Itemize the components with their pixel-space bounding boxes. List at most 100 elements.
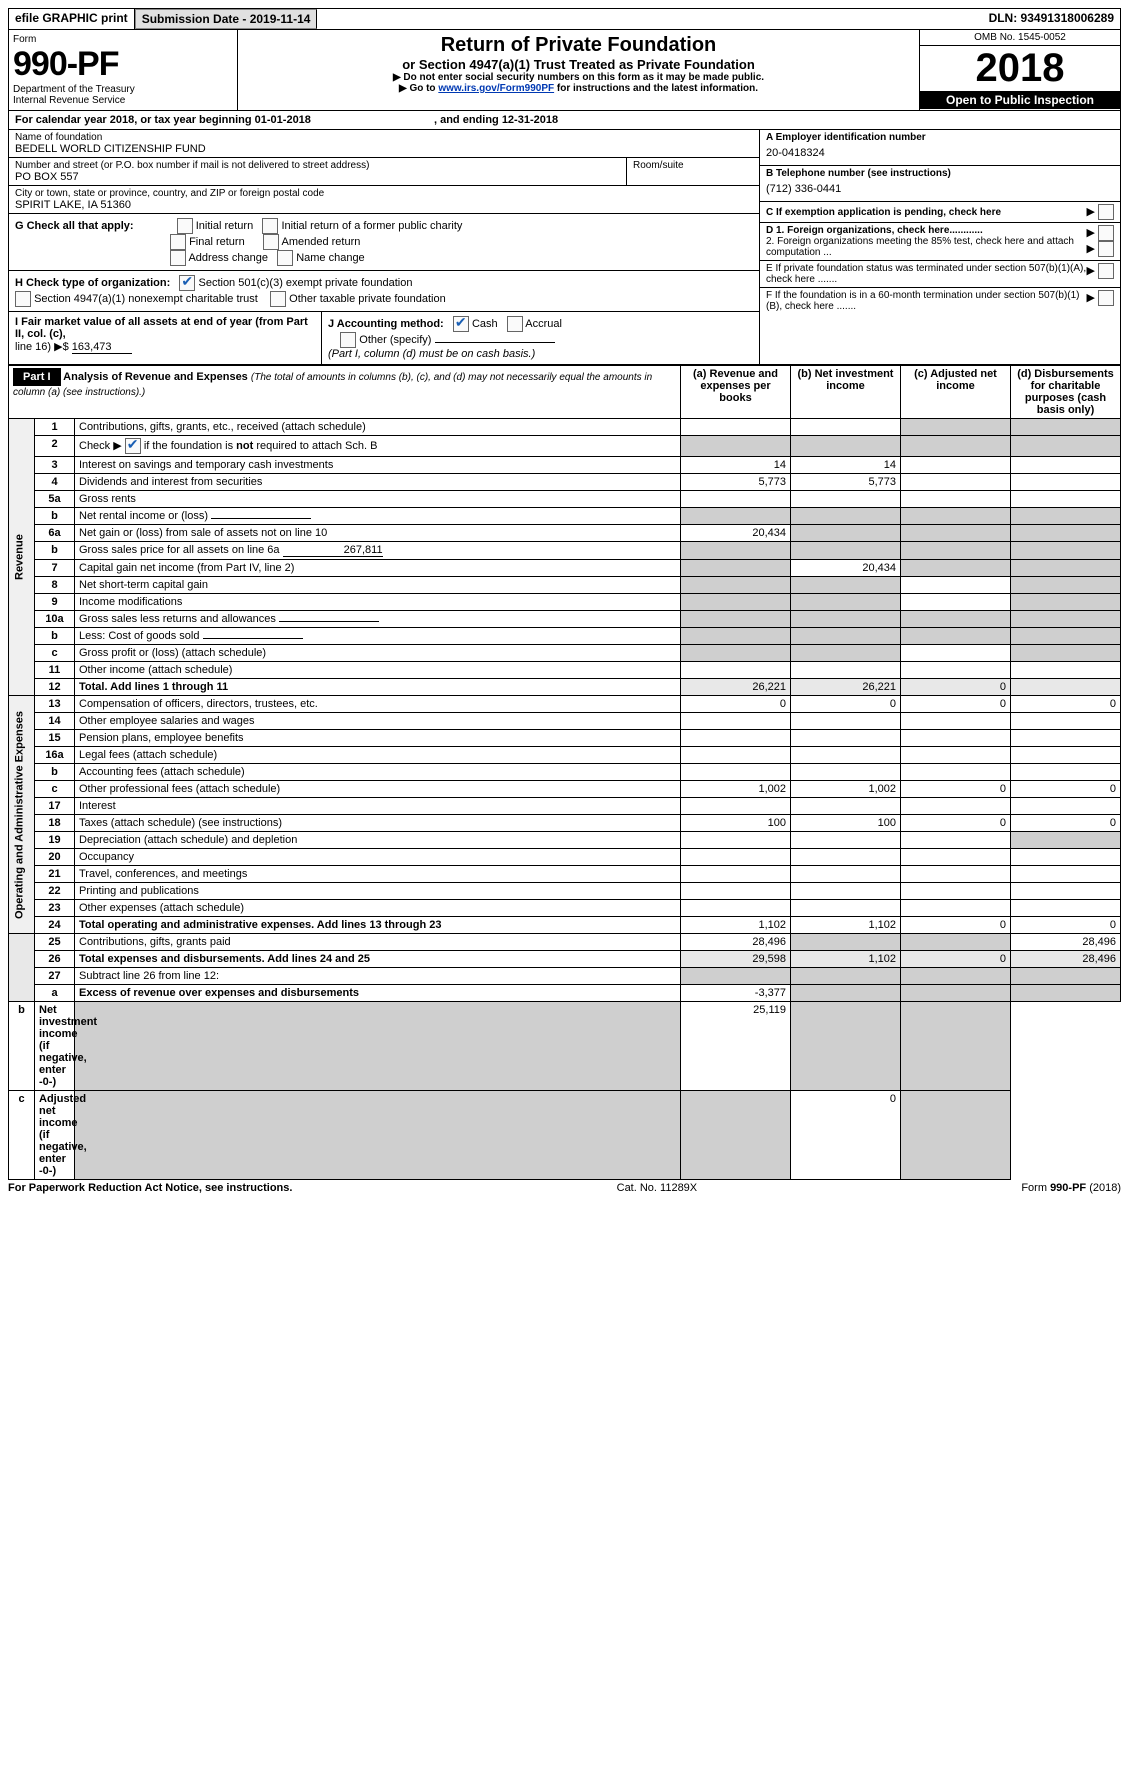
line-row: 14Other employee salaries and wages bbox=[9, 713, 1121, 730]
form-subtitle: or Section 4947(a)(1) Trust Treated as P… bbox=[242, 57, 915, 72]
cell-d bbox=[1011, 866, 1121, 883]
cell-c bbox=[901, 525, 1011, 542]
cb-c[interactable] bbox=[1098, 204, 1114, 220]
cell-a bbox=[681, 508, 791, 525]
line-num: 20 bbox=[35, 849, 75, 866]
line-num: 9 bbox=[35, 594, 75, 611]
cb-d1[interactable] bbox=[1098, 225, 1114, 241]
a-lbl: A Employer identification number bbox=[766, 132, 1114, 143]
form-title: Return of Private Foundation bbox=[242, 34, 915, 57]
cell-a bbox=[681, 542, 791, 560]
cell-d: 0 bbox=[1011, 781, 1121, 798]
line-text: Interest bbox=[75, 798, 681, 815]
line-text: Subtract line 26 from line 12: bbox=[75, 968, 681, 985]
cell-c bbox=[901, 866, 1011, 883]
cb-d2[interactable] bbox=[1098, 241, 1114, 257]
line-text: Total operating and administrative expen… bbox=[75, 917, 681, 934]
line-text: Gross sales price for all assets on line… bbox=[75, 542, 681, 560]
form-link[interactable]: www.irs.gov/Form990PF bbox=[438, 83, 554, 94]
cb-other-acct[interactable] bbox=[340, 332, 356, 348]
h-lbl: H Check type of organization: bbox=[15, 277, 170, 289]
cb-addr-change[interactable] bbox=[170, 250, 186, 266]
j-lbl: J Accounting method: bbox=[328, 318, 444, 330]
cell-b bbox=[791, 900, 901, 917]
line-row: 3Interest on savings and temporary cash … bbox=[9, 457, 1121, 474]
cell-b bbox=[791, 849, 901, 866]
cb-final[interactable] bbox=[170, 234, 186, 250]
cell-d bbox=[1011, 594, 1121, 611]
cell-c bbox=[901, 611, 1011, 628]
room-lbl: Room/suite bbox=[626, 158, 759, 185]
cell-c bbox=[901, 577, 1011, 594]
line-text: Check ▶ if the foundation is not require… bbox=[75, 436, 681, 457]
line-text: Gross rents bbox=[75, 491, 681, 508]
cell-c bbox=[901, 730, 1011, 747]
cell-c bbox=[901, 457, 1011, 474]
cell-c bbox=[901, 419, 1011, 436]
col-c: (c) Adjusted net income bbox=[901, 366, 1011, 419]
cell-b: 25,119 bbox=[681, 1002, 791, 1091]
cell-d bbox=[1011, 628, 1121, 645]
line-row: Operating and Administrative Expenses13C… bbox=[9, 696, 1121, 713]
cell-a: 28,496 bbox=[681, 934, 791, 951]
line-num: 23 bbox=[35, 900, 75, 917]
cell-b bbox=[791, 508, 901, 525]
line-row: 25Contributions, gifts, grants paid28,49… bbox=[9, 934, 1121, 951]
line-text: Other employee salaries and wages bbox=[75, 713, 681, 730]
note1: ▶ Do not enter social security numbers o… bbox=[242, 72, 915, 83]
line-num: b bbox=[35, 508, 75, 525]
line-num: 7 bbox=[35, 560, 75, 577]
cell-a bbox=[681, 645, 791, 662]
cb-amended[interactable] bbox=[263, 234, 279, 250]
b-lbl: B Telephone number (see instructions) bbox=[766, 168, 1114, 179]
cell-d bbox=[1011, 747, 1121, 764]
cell-b: 1,002 bbox=[791, 781, 901, 798]
cell-d bbox=[1011, 508, 1121, 525]
part1-title: Analysis of Revenue and Expenses bbox=[63, 371, 248, 383]
cell-a: 29,598 bbox=[681, 951, 791, 968]
cell-a bbox=[681, 747, 791, 764]
line-row: 15Pension plans, employee benefits bbox=[9, 730, 1121, 747]
cb-schb[interactable] bbox=[125, 438, 141, 454]
addr: PO BOX 557 bbox=[15, 171, 620, 183]
g-lbl: G Check all that apply: bbox=[15, 220, 134, 232]
form-word: Form bbox=[13, 34, 233, 45]
efile-label: efile GRAPHIC print bbox=[9, 9, 135, 29]
cell-a bbox=[681, 798, 791, 815]
line-text: Other income (attach schedule) bbox=[75, 662, 681, 679]
cb-cash[interactable] bbox=[453, 316, 469, 332]
line-num: c bbox=[9, 1091, 35, 1180]
cb-initial-former[interactable] bbox=[262, 218, 278, 234]
cell-c: 0 bbox=[901, 815, 1011, 832]
cb-4947[interactable] bbox=[15, 291, 31, 307]
cell-c bbox=[901, 628, 1011, 645]
line-num: 18 bbox=[35, 815, 75, 832]
cell-d bbox=[1011, 764, 1121, 781]
line-row: bAccounting fees (attach schedule) bbox=[9, 764, 1121, 781]
submission-date: Submission Date - 2019-11-14 bbox=[135, 9, 318, 29]
line-text: Depreciation (attach schedule) and deple… bbox=[75, 832, 681, 849]
inspection: Open to Public Inspection bbox=[920, 91, 1120, 109]
cb-other-pf[interactable] bbox=[270, 291, 286, 307]
city-lbl: City or town, state or province, country… bbox=[15, 188, 753, 199]
cell-d bbox=[1011, 730, 1121, 747]
line-row: bLess: Cost of goods sold bbox=[9, 628, 1121, 645]
footer-right: Form 990-PF (2018) bbox=[1021, 1182, 1121, 1194]
cb-e[interactable] bbox=[1098, 263, 1114, 279]
cell-d bbox=[1011, 419, 1121, 436]
cb-accrual[interactable] bbox=[507, 316, 523, 332]
line-num: 17 bbox=[35, 798, 75, 815]
cb-501c3[interactable] bbox=[179, 275, 195, 291]
cb-f[interactable] bbox=[1098, 290, 1114, 306]
line-num: 3 bbox=[35, 457, 75, 474]
line-num: 25 bbox=[35, 934, 75, 951]
cb-name-change[interactable] bbox=[277, 250, 293, 266]
cell-c bbox=[901, 662, 1011, 679]
line-num: 10a bbox=[35, 611, 75, 628]
cell-b bbox=[791, 525, 901, 542]
line-text: Taxes (attach schedule) (see instruction… bbox=[75, 815, 681, 832]
cell-a bbox=[681, 611, 791, 628]
cell-d bbox=[1011, 645, 1121, 662]
cell-b bbox=[791, 883, 901, 900]
cb-initial[interactable] bbox=[177, 218, 193, 234]
